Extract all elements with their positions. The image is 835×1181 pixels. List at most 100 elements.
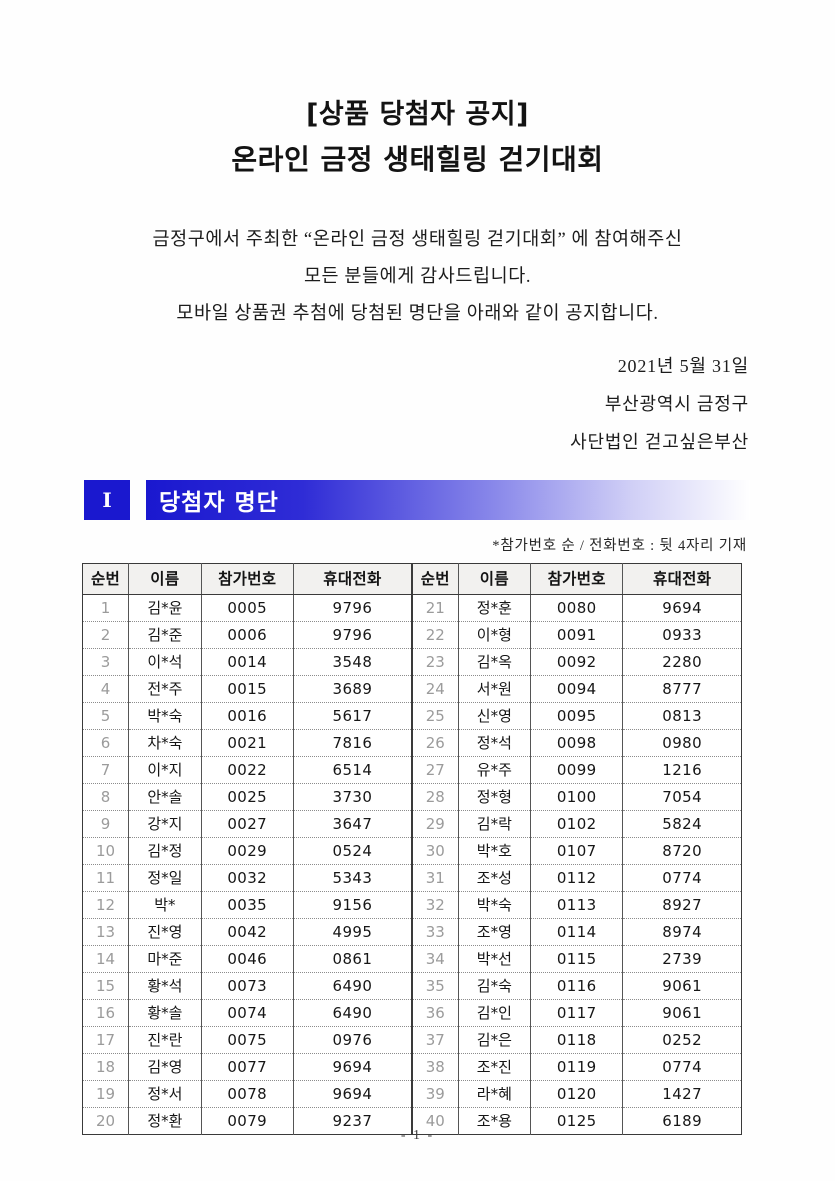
row-entry-left: 0079 xyxy=(201,1107,294,1135)
row-seq-right: 37 xyxy=(411,1026,459,1054)
row-name-left: 황*석 xyxy=(128,972,202,1000)
row-name-right: 서*원 xyxy=(458,675,532,703)
row-seq-left: 8 xyxy=(82,783,130,811)
row-entry-right: 0099 xyxy=(530,756,624,784)
table-row: 4 전*주 0015 3689 24 서*원 0094 8777 xyxy=(82,675,742,703)
table-row: 6 차*숙 0021 7816 26 정*석 0098 0980 xyxy=(82,729,742,757)
row-seq-left: 12 xyxy=(82,891,130,919)
row-entry-right: 0114 xyxy=(530,918,624,946)
row-name-right: 김*락 xyxy=(458,810,532,838)
row-seq-left: 2 xyxy=(82,621,130,649)
row-name-left: 김*윤 xyxy=(128,594,202,622)
row-phone-right: 6189 xyxy=(662,1112,703,1130)
row-name-left: 차*숙 xyxy=(128,729,202,757)
row-entry-left: 0016 xyxy=(201,702,294,730)
table-row: 9 강*지 0027 3647 29 김*락 0102 5824 xyxy=(82,810,742,838)
row-entry-right: 0091 xyxy=(530,621,624,649)
row-phone-left: 0524 xyxy=(293,837,413,865)
row-name-right: 조*성 xyxy=(458,864,532,892)
row-name-right: 박*호 xyxy=(458,837,532,865)
row-seq-left: 3 xyxy=(82,648,130,676)
row-entry-left: 0032 xyxy=(201,864,294,892)
row-seq-left: 10 xyxy=(82,837,130,865)
col-header-name-right: 이름 xyxy=(458,563,532,595)
section-title-bar: 당첨자 명단 xyxy=(146,480,750,520)
row-seq-left: 1 xyxy=(82,594,130,622)
row-name-right: 김*은 xyxy=(458,1026,532,1054)
issue-date: 2021년 5월 31일 xyxy=(617,356,749,376)
col-header-entry-right: 참가번호 xyxy=(530,563,624,595)
row-seq-right: 23 xyxy=(411,648,459,676)
row-phone-right: 8720 xyxy=(622,837,742,865)
row-name-left: 이*석 xyxy=(128,648,202,676)
row-entry-right: 0095 xyxy=(530,702,624,730)
table-row: 19 정*서 0078 9694 39 라*혜 0120 1427 xyxy=(82,1080,742,1108)
row-phone-right: 9061 xyxy=(622,999,742,1027)
table-row: 17 진*란 0075 0976 37 김*은 0118 0252 xyxy=(82,1026,742,1054)
intro-line-3: 모바일 상품권 추첨에 당첨된 명단을 아래와 같이 공지합니다. xyxy=(176,304,659,324)
row-name-left: 진*영 xyxy=(128,918,202,946)
row-name-left: 마*준 xyxy=(128,945,202,973)
row-seq-right: 31 xyxy=(411,864,459,892)
row-phone-left: 5343 xyxy=(293,864,413,892)
page-title: [상품 당첨자 공지] 온라인 금정 생태힐링 걷기대회 xyxy=(0,96,835,180)
row-name-right: 김*인 xyxy=(458,999,532,1027)
row-seq-left: 6 xyxy=(82,729,130,757)
row-seq-left: 20 xyxy=(82,1107,130,1135)
row-phone-right: 1216 xyxy=(622,756,742,784)
row-entry-left: 0074 xyxy=(201,999,294,1027)
intro-line-2: 모든 분들에게 감사드립니다. xyxy=(303,267,532,287)
row-seq-right: 22 xyxy=(411,621,459,649)
intro-paragraph: 금정구에서 주최한 “온라인 금정 생태힐링 걷기대회” 에 참여해주신 모든 … xyxy=(88,222,747,333)
winners-table-body: 1 김*윤 0005 9796 21 정*훈 0080 9694 2 김*준 0006 9796 22 이… xyxy=(82,594,742,1135)
row-seq-right: 36 xyxy=(411,999,459,1027)
section-title-label: 당첨자 명단 xyxy=(159,490,279,516)
row-name-right: 조*용 xyxy=(458,1107,532,1135)
row-phone-right: 2739 xyxy=(622,945,742,973)
row-name-left: 박* xyxy=(128,891,202,919)
row-phone-left: 3548 xyxy=(293,648,413,676)
row-phone-left: 9694 xyxy=(293,1080,413,1108)
section-heading: I 당첨자 명단 xyxy=(84,480,750,520)
col-header-seq-right: 순번 xyxy=(411,563,459,595)
row-entry-right: 0107 xyxy=(530,837,624,865)
row-seq-right: 21 xyxy=(411,594,459,622)
col-header-phone-left: 휴대전화 xyxy=(293,563,413,595)
row-entry-right: 0094 xyxy=(530,675,624,703)
col-header-phone-right: 휴대전화 xyxy=(622,563,742,595)
row-entry-right: 0119 xyxy=(530,1053,624,1081)
row-name-right: 박*숙 xyxy=(458,891,532,919)
table-row: 1 김*윤 0005 9796 21 정*훈 0080 9694 xyxy=(82,594,742,622)
row-seq-right: 29 xyxy=(411,810,459,838)
row-phone-right: 0813 xyxy=(622,702,742,730)
col-header-name-left: 이름 xyxy=(128,563,202,595)
row-phone-left: 5617 xyxy=(293,702,413,730)
row-seq-left: 17 xyxy=(82,1026,130,1054)
table-note: *참가번호 순 / 전화번호 : 뒷 4자리 기재 xyxy=(492,538,747,554)
row-name-right: 조*진 xyxy=(458,1053,532,1081)
issuing-org-2: 사단법인 걷고싶은부산 xyxy=(570,431,749,452)
row-seq-left: 19 xyxy=(82,1080,130,1108)
row-entry-right: 0118 xyxy=(530,1026,624,1054)
row-name-right: 정*훈 xyxy=(458,594,532,622)
winners-table-container: 순번 이름 참가번호 휴대전화 순번 이름 참가번호 휴대전화 1 김*윤 0005… xyxy=(82,563,742,1135)
row-seq-right: 28 xyxy=(411,783,459,811)
row-phone-right: 0774 xyxy=(622,864,742,892)
row-name-right: 김*숙 xyxy=(458,972,532,1000)
row-name-right: 정*석 xyxy=(458,729,532,757)
row-phone-right: 9061 xyxy=(622,972,742,1000)
row-phone-left: 6514 xyxy=(293,756,413,784)
row-seq-right: 32 xyxy=(411,891,459,919)
table-row: 12 박* 0035 9156 32 박*숙 0113 8927 xyxy=(82,891,742,919)
row-name-left: 정*일 xyxy=(128,864,202,892)
section-number-badge: I xyxy=(84,480,130,520)
title-line-1: [상품 당첨자 공지] xyxy=(306,99,529,130)
row-seq-left: 4 xyxy=(82,675,130,703)
table-row: 2 김*준 0006 9796 22 이*형 0091 0933 xyxy=(82,621,742,649)
row-name-right: 박*선 xyxy=(458,945,532,973)
row-phone-right: 8777 xyxy=(622,675,742,703)
col-header-seq-left: 순번 xyxy=(82,563,130,595)
row-phone-left: 4995 xyxy=(293,918,413,946)
row-entry-left: 0015 xyxy=(201,675,294,703)
